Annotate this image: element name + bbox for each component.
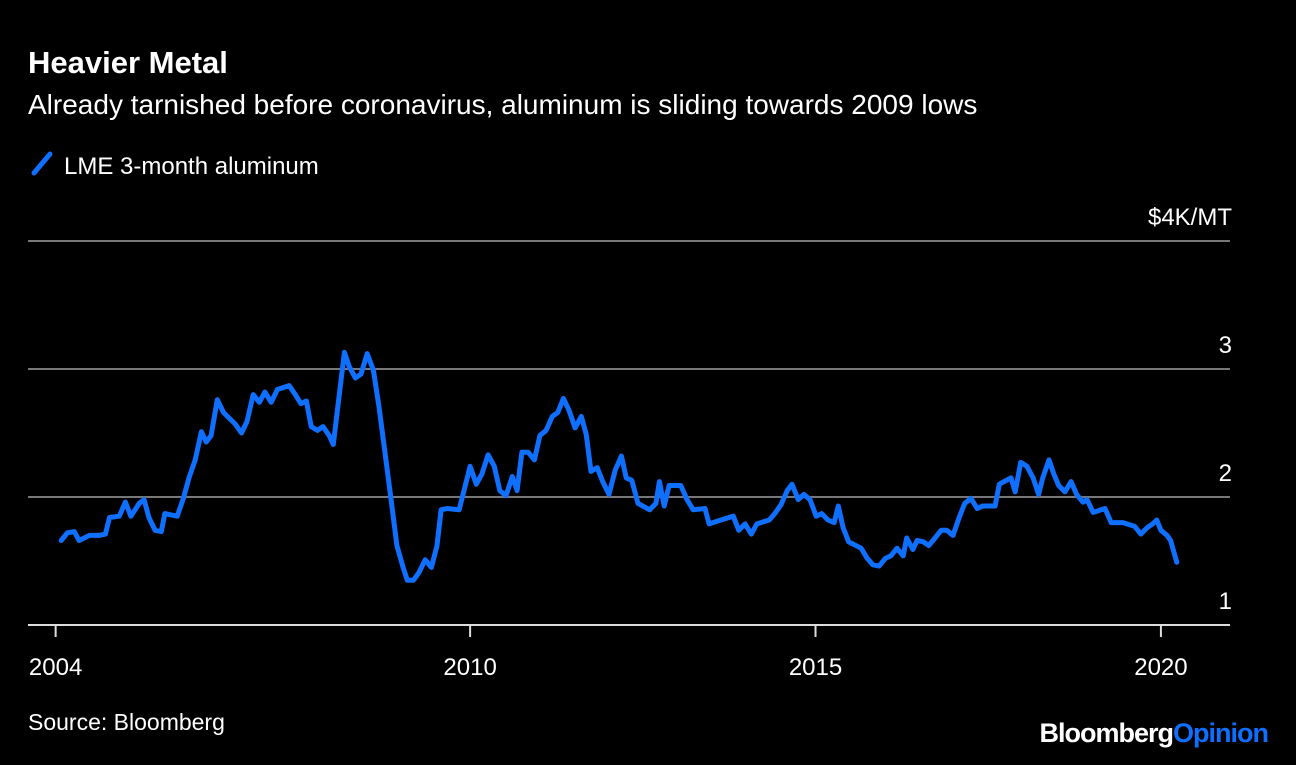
branding: BloombergOpinion xyxy=(1040,718,1269,748)
brand-name: Bloomberg xyxy=(1040,718,1174,748)
y-tick-label: $4K/MT xyxy=(1148,204,1232,231)
x-tick-label: 2020 xyxy=(1134,654,1187,681)
source: Source: Bloomberg xyxy=(28,709,225,735)
legend-label: LME 3-month aluminum xyxy=(64,153,319,180)
brand-opinion: Opinion xyxy=(1173,718,1268,748)
y-tick-label: 1 xyxy=(1219,588,1232,615)
y-tick-label: 2 xyxy=(1219,460,1232,487)
legend-swatch xyxy=(31,151,53,176)
data-line xyxy=(58,349,1180,583)
chart-subtitle: Already tarnished before coronavirus, al… xyxy=(28,89,977,120)
chart-title: Heavier Metal xyxy=(28,45,228,80)
x-tick-label: 2015 xyxy=(789,654,842,681)
y-tick-label: 3 xyxy=(1219,332,1232,359)
x-tick-label: 2010 xyxy=(443,654,496,681)
x-tick-label: 2004 xyxy=(29,654,82,681)
